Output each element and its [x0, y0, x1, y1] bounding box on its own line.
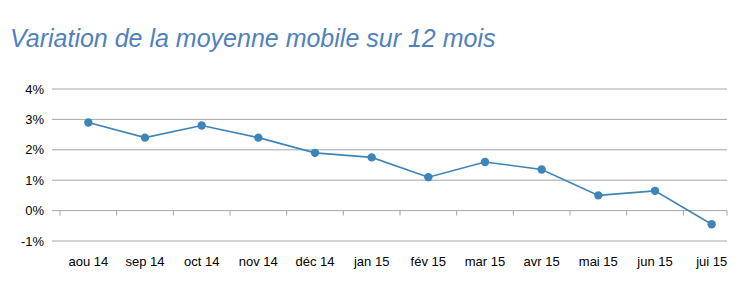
chart-svg: Variation de la moyenne mobile sur 12 mo…	[0, 0, 744, 297]
grid-line	[52, 180, 727, 181]
data-point	[197, 121, 205, 129]
x-tick-label: aou 14	[68, 254, 108, 269]
x-tick-mark	[173, 211, 174, 216]
data-point	[84, 118, 92, 126]
x-tick-label: déc 14	[295, 254, 334, 269]
data-point	[537, 165, 545, 173]
x-tick-label: mai 15	[579, 254, 618, 269]
grid-line	[52, 241, 727, 242]
series-group	[84, 118, 716, 228]
grid-line	[52, 89, 727, 90]
y-tick-label: 1%	[25, 173, 44, 188]
x-tick-mark	[727, 211, 728, 216]
grid-line	[52, 119, 727, 120]
grid-line	[52, 149, 727, 150]
x-tick-mark	[230, 211, 231, 216]
y-tick-label: 3%	[25, 112, 44, 127]
series-line	[88, 122, 711, 224]
x-tick-mark	[570, 211, 571, 216]
data-point	[367, 153, 375, 161]
y-tick-label: 0%	[25, 203, 44, 218]
x-tick-label: jan 15	[353, 254, 389, 269]
x-tick-mark	[513, 211, 514, 216]
x-tick-label: fév 15	[411, 254, 446, 269]
x-tick-mark	[286, 211, 287, 216]
data-point	[141, 133, 149, 141]
x-tick-mark	[343, 211, 344, 216]
chart-container: Variation de la moyenne mobile sur 12 mo…	[0, 0, 744, 297]
data-point	[254, 133, 262, 141]
x-tick-mark	[626, 211, 627, 216]
x-tick-label: jui 15	[695, 254, 727, 269]
y-tick-label: 4%	[25, 82, 44, 97]
x-tick-label: avr 15	[524, 254, 560, 269]
data-point	[594, 191, 602, 199]
x-tick-mark	[456, 211, 457, 216]
x-tick-label: jun 15	[636, 254, 672, 269]
x-tick-label: sep 14	[125, 254, 164, 269]
x-tick-mark	[400, 211, 401, 216]
data-point	[651, 187, 659, 195]
x-tick-mark	[60, 211, 61, 216]
data-point	[481, 158, 489, 166]
x-tick-label: mar 15	[465, 254, 505, 269]
chart-title: Variation de la moyenne mobile sur 12 mo…	[10, 24, 495, 52]
data-point	[707, 220, 715, 228]
grid-line	[52, 210, 727, 211]
y-tick-label: 2%	[25, 142, 44, 157]
x-tick-label: oct 14	[184, 254, 219, 269]
x-tick-mark	[683, 211, 684, 216]
data-point	[311, 149, 319, 157]
y-tick-label: -1%	[21, 234, 45, 249]
x-tick-label: nov 14	[239, 254, 278, 269]
x-tick-mark	[116, 211, 117, 216]
data-point	[424, 173, 432, 181]
